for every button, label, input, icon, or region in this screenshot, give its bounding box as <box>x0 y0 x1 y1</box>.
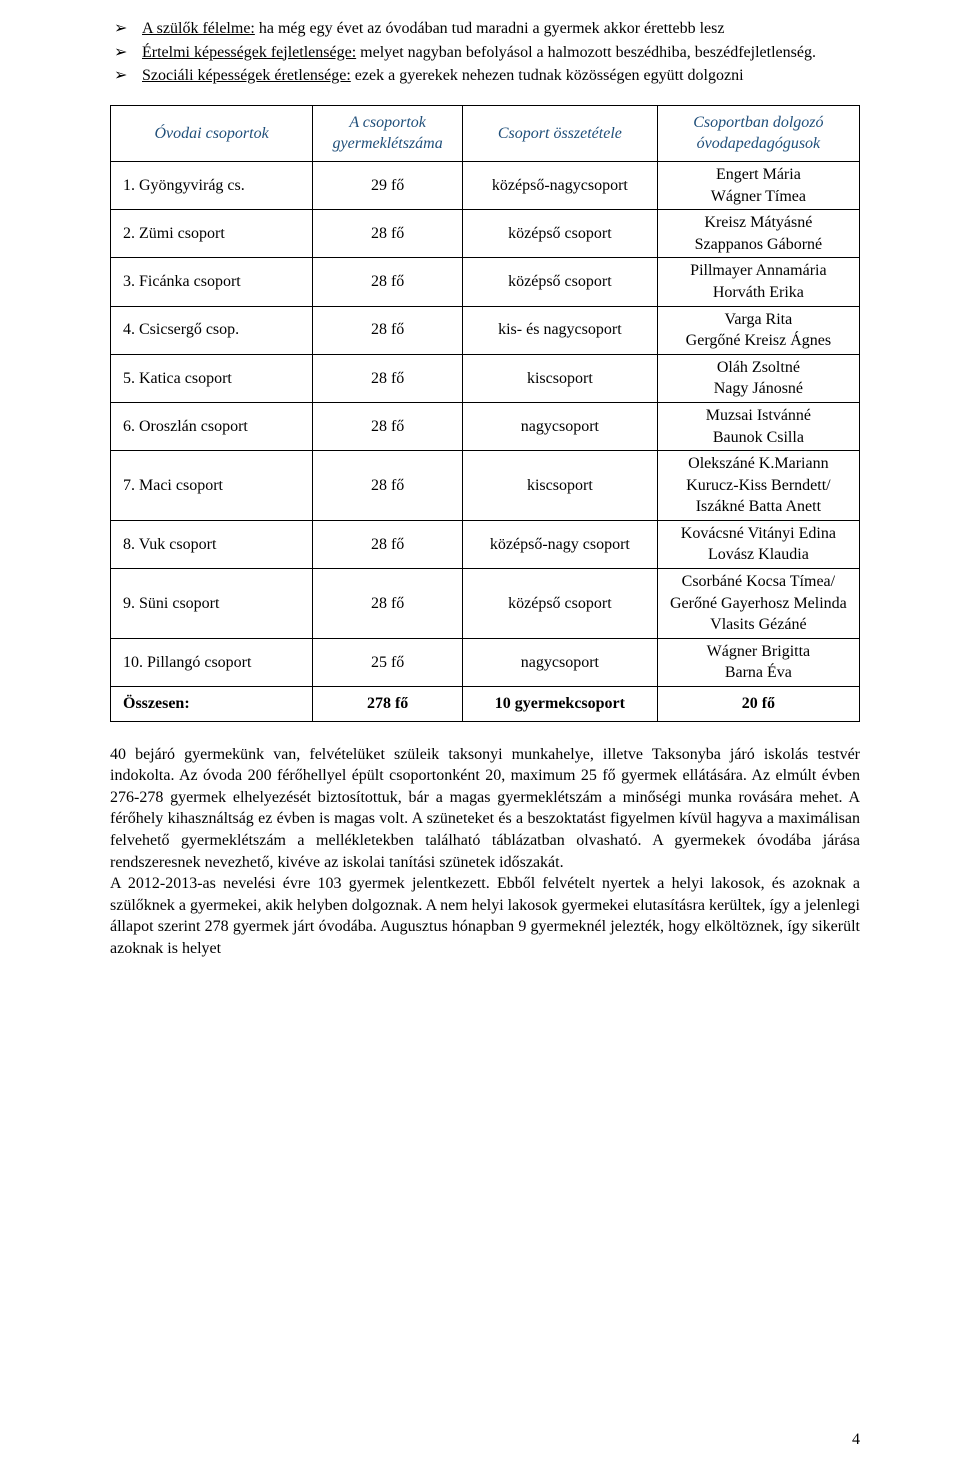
cell-group-name: 9. Süni csoport <box>111 569 313 639</box>
table-row: 7. Maci csoport28 főkiscsoportOlekszáné … <box>111 451 860 521</box>
cell-teachers: Olekszáné K.MariannKurucz-Kiss Berndett/… <box>657 451 859 521</box>
table-row: 6. Oroszlán csoport28 főnagycsoportMuzsa… <box>111 402 860 450</box>
bullet-item: Értelmi képességek fejletlensége: melyet… <box>114 42 860 64</box>
table-row: 1. Gyöngyvirág cs.29 főközépső-nagycsopo… <box>111 161 860 209</box>
table-header-row: Óvodai csoportok A csoportok gyermekléts… <box>111 105 860 161</box>
cell-count: 28 fő <box>313 402 463 450</box>
bullet-item: A szülők félelme: ha még egy évet az óvo… <box>114 18 860 40</box>
table-row: 5. Katica csoport28 főkiscsoportOláh Zso… <box>111 354 860 402</box>
cell-group-name: 3. Ficánka csoport <box>111 258 313 306</box>
table-row: 8. Vuk csoport28 főközépső-nagy csoportK… <box>111 520 860 568</box>
cell-composition: középső-nagy csoport <box>463 520 658 568</box>
cell-group-name: 6. Oroszlán csoport <box>111 402 313 450</box>
bullet-rest: ezek a gyerekek nehezen tudnak közössége… <box>351 67 744 84</box>
cell-count: 28 fő <box>313 354 463 402</box>
cell-composition: nagycsoport <box>463 402 658 450</box>
bullet-prefix: Értelmi képességek fejletlensége: <box>142 44 356 61</box>
groups-table: Óvodai csoportok A csoportok gyermekléts… <box>110 105 860 722</box>
cell-group-name: 1. Gyöngyvirág cs. <box>111 161 313 209</box>
bullet-rest: melyet nagyban befolyásol a halmozott be… <box>356 44 816 61</box>
table-body: 1. Gyöngyvirág cs.29 főközépső-nagycsopo… <box>111 161 860 686</box>
cell-group-name: 7. Maci csoport <box>111 451 313 521</box>
page-number: 4 <box>852 1429 860 1451</box>
th-groups: Óvodai csoportok <box>111 105 313 161</box>
cell-composition: kis- és nagycsoport <box>463 306 658 354</box>
cell-group-name: 10. Pillangó csoport <box>111 638 313 686</box>
cell-teachers: Kovácsné Vitányi EdinaLovász Klaudia <box>657 520 859 568</box>
cell-composition: kiscsoport <box>463 451 658 521</box>
body-paragraph-2: A 2012-2013-as nevelési évre 103 gyermek… <box>110 873 860 959</box>
bullet-prefix: Szociáli képességek éretlensége: <box>142 67 351 84</box>
cell-teachers: Wágner BrigittaBarna Éva <box>657 638 859 686</box>
cell-group-name: 2. Zümi csoport <box>111 210 313 258</box>
summary-label: Összesen: <box>111 687 313 722</box>
cell-teachers: Varga RitaGergőné Kreisz Ágnes <box>657 306 859 354</box>
cell-count: 28 fő <box>313 569 463 639</box>
th-count: A csoportok gyermeklétszáma <box>313 105 463 161</box>
summary-groups: 10 gyermekcsoport <box>463 687 658 722</box>
table-row: 2. Zümi csoport28 főközépső csoportKreis… <box>111 210 860 258</box>
document-page: A szülők félelme: ha még egy évet az óvo… <box>0 0 960 1481</box>
cell-group-name: 5. Katica csoport <box>111 354 313 402</box>
cell-count: 28 fő <box>313 306 463 354</box>
cell-composition: nagycsoport <box>463 638 658 686</box>
bullet-item: Szociáli képességek éretlensége: ezek a … <box>114 65 860 87</box>
cell-group-name: 4. Csicsergő csop. <box>111 306 313 354</box>
table-row: 9. Süni csoport28 főközépső csoportCsorb… <box>111 569 860 639</box>
th-composition: Csoport összetétele <box>463 105 658 161</box>
summary-row: Összesen: 278 fő 10 gyermekcsoport 20 fő <box>111 687 860 722</box>
cell-count: 28 fő <box>313 258 463 306</box>
summary-teachers: 20 fő <box>657 687 859 722</box>
cell-count: 29 fő <box>313 161 463 209</box>
bullet-prefix: A szülők félelme: <box>142 20 255 37</box>
table-row: 4. Csicsergő csop.28 főkis- és nagycsopo… <box>111 306 860 354</box>
table-row: 3. Ficánka csoport28 főközépső csoportPi… <box>111 258 860 306</box>
cell-composition: középső csoport <box>463 569 658 639</box>
summary-count: 278 fő <box>313 687 463 722</box>
cell-group-name: 8. Vuk csoport <box>111 520 313 568</box>
cell-composition: középső-nagycsoport <box>463 161 658 209</box>
bullet-rest: ha még egy évet az óvodában tud maradni … <box>255 20 725 37</box>
cell-count: 28 fő <box>313 210 463 258</box>
cell-composition: középső csoport <box>463 210 658 258</box>
cell-teachers: Pillmayer AnnamáriaHorváth Erika <box>657 258 859 306</box>
bullet-list: A szülők félelme: ha még egy évet az óvo… <box>110 18 860 87</box>
cell-composition: középső csoport <box>463 258 658 306</box>
cell-teachers: Kreisz MátyásnéSzappanos Gáborné <box>657 210 859 258</box>
cell-count: 28 fő <box>313 451 463 521</box>
cell-count: 25 fő <box>313 638 463 686</box>
cell-composition: kiscsoport <box>463 354 658 402</box>
cell-count: 28 fő <box>313 520 463 568</box>
cell-teachers: Csorbáné Kocsa Tímea/Gerőné Gayerhosz Me… <box>657 569 859 639</box>
cell-teachers: Oláh ZsoltnéNagy Jánosné <box>657 354 859 402</box>
cell-teachers: Muzsai IstvánnéBaunok Csilla <box>657 402 859 450</box>
cell-teachers: Engert MáriaWágner Tímea <box>657 161 859 209</box>
th-teachers: Csoportban dolgozó óvodapedagógusok <box>657 105 859 161</box>
body-paragraph-1: 40 bejáró gyermekünk van, felvételüket s… <box>110 744 860 874</box>
table-row: 10. Pillangó csoport25 főnagycsoportWágn… <box>111 638 860 686</box>
